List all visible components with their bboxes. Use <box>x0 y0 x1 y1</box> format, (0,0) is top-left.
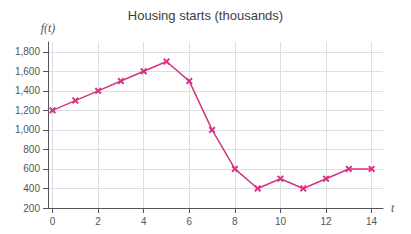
svg-text:12: 12 <box>320 216 332 227</box>
svg-text:4: 4 <box>141 216 147 227</box>
svg-text:800: 800 <box>23 144 40 155</box>
svg-text:1,200: 1,200 <box>15 105 40 116</box>
svg-text:1,000: 1,000 <box>15 124 40 135</box>
svg-text:0: 0 <box>50 216 56 227</box>
svg-text:1,800: 1,800 <box>15 46 40 57</box>
svg-text:2: 2 <box>95 216 101 227</box>
svg-text:1,600: 1,600 <box>15 66 40 77</box>
svg-text:f(t): f(t) <box>41 21 56 35</box>
svg-text:Housing starts (thousands): Housing starts (thousands) <box>128 8 283 23</box>
svg-text:1,400: 1,400 <box>15 85 40 96</box>
svg-text:400: 400 <box>23 183 40 194</box>
svg-text:10: 10 <box>275 216 287 227</box>
svg-text:14: 14 <box>366 216 378 227</box>
svg-text:600: 600 <box>23 163 40 174</box>
svg-text:t: t <box>391 201 395 215</box>
svg-text:6: 6 <box>187 216 193 227</box>
svg-text:8: 8 <box>232 216 238 227</box>
svg-text:200: 200 <box>23 203 40 214</box>
